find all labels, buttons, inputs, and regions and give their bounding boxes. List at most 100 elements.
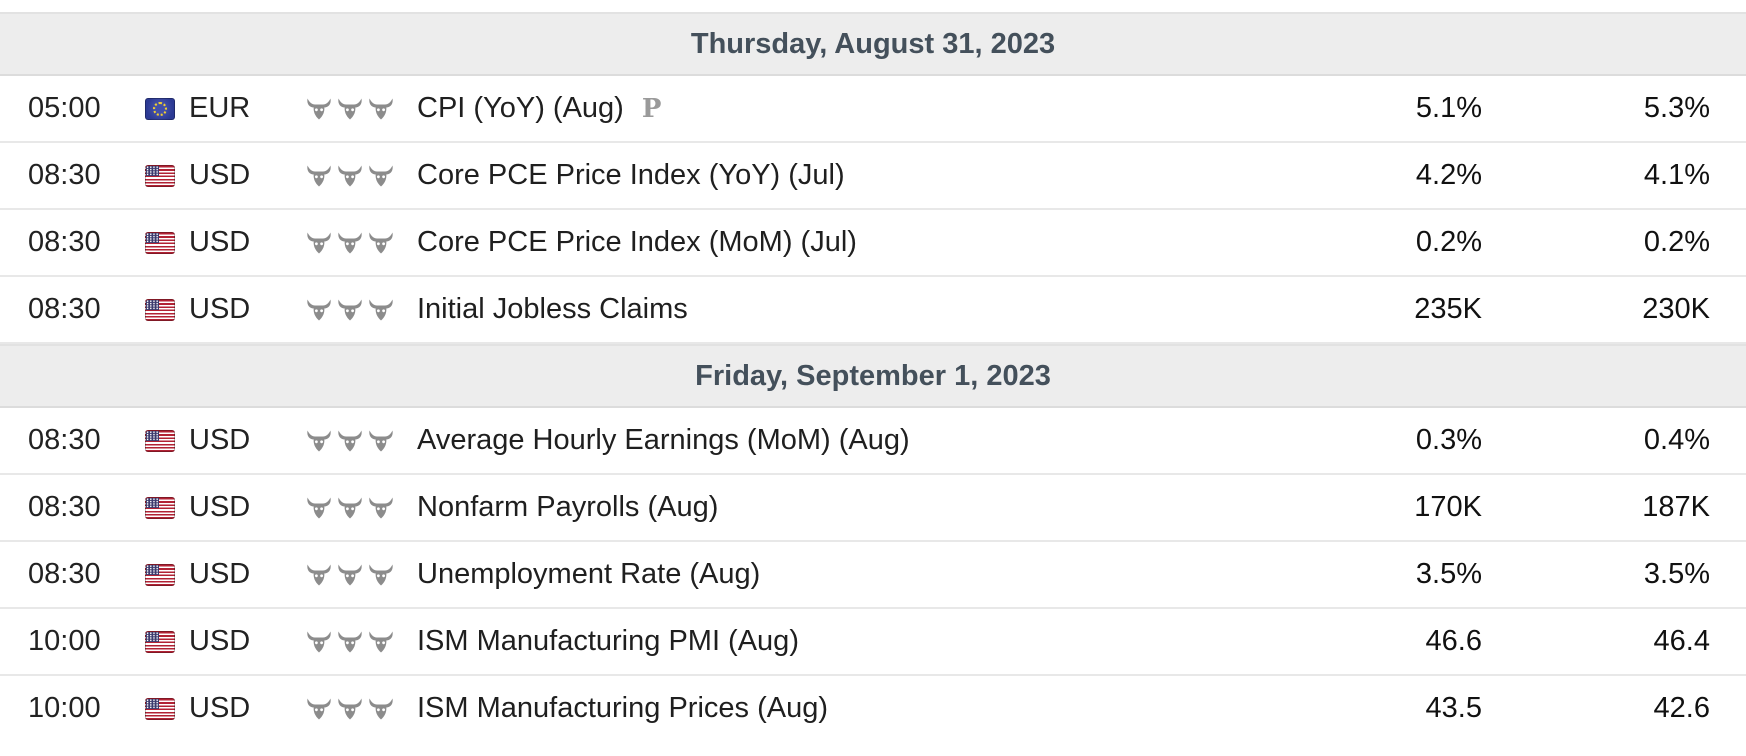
- us-flag-icon: [145, 697, 175, 720]
- event-time: 08:30: [28, 293, 101, 325]
- day-header: Thursday, August 31, 2023: [0, 12, 1746, 76]
- bull-icon: [338, 299, 362, 320]
- event-name-link[interactable]: Core PCE Price Index (YoY) (Jul): [417, 159, 845, 191]
- previous-value: 4.1%: [1643, 159, 1710, 191]
- bull-icon: [369, 165, 393, 186]
- currency-code: USD: [189, 424, 251, 456]
- bull-icon: [307, 698, 331, 719]
- event-time: 08:30: [28, 558, 101, 590]
- forecast-value: 235K: [1414, 293, 1482, 325]
- bull-icon: [338, 165, 362, 186]
- importance-rating: [305, 429, 417, 453]
- event-row[interactable]: 10:00 USD ISM Manufacturing PMI (Aug) 46…: [0, 609, 1746, 676]
- event-row[interactable]: 08:30 USD Unemployment Rate (Aug) 3.5% 3…: [0, 542, 1746, 609]
- importance-rating: [305, 563, 417, 587]
- us-flag-icon: [145, 429, 175, 452]
- currency-code: USD: [189, 692, 251, 724]
- bull-icon: [369, 631, 393, 652]
- bull-icon: [338, 564, 362, 585]
- bull-icon: [369, 698, 393, 719]
- forecast-value: 0.2%: [1415, 226, 1482, 258]
- event-name-link[interactable]: Initial Jobless Claims: [417, 293, 688, 325]
- event-row[interactable]: 10:00 USD ISM Manufacturing Prices (Aug)…: [0, 676, 1746, 741]
- bull-icon: [369, 430, 393, 451]
- bull-icon: [369, 497, 393, 518]
- event-time: 10:00: [28, 692, 101, 724]
- previous-value: 187K: [1642, 491, 1710, 523]
- bull-icon: [369, 564, 393, 585]
- previous-value: 3.5%: [1643, 558, 1710, 590]
- bull-icon: [338, 497, 362, 518]
- day-header-label: Friday, September 1, 2023: [695, 359, 1051, 392]
- event-name-link[interactable]: Core PCE Price Index (MoM) (Jul): [417, 226, 857, 258]
- event-row[interactable]: 05:00 EUR CPI (YoY) (Aug) P 5.1% 5.3%: [0, 76, 1746, 143]
- bull-icon: [307, 430, 331, 451]
- currency-cell: USD: [145, 692, 305, 725]
- importance-rating: [305, 164, 417, 188]
- day-header: Friday, September 1, 2023: [0, 344, 1746, 408]
- importance-rating: [305, 496, 417, 520]
- event-row[interactable]: 08:30 USD Nonfarm Payrolls (Aug) 170K 18…: [0, 475, 1746, 542]
- currency-cell: USD: [145, 293, 305, 326]
- event-row[interactable]: 08:30 USD Core PCE Price Index (MoM) (Ju…: [0, 210, 1746, 277]
- bull-icon: [338, 430, 362, 451]
- bull-icon: [338, 631, 362, 652]
- event-row[interactable]: 08:30 USD Core PCE Price Index (YoY) (Ju…: [0, 143, 1746, 210]
- day-header-label: Thursday, August 31, 2023: [690, 27, 1056, 60]
- currency-cell: USD: [145, 159, 305, 192]
- currency-cell: USD: [145, 424, 305, 457]
- currency-cell: USD: [145, 558, 305, 591]
- importance-rating: [305, 231, 417, 255]
- currency-cell: EUR: [145, 92, 305, 125]
- event-time: 05:00: [28, 92, 101, 124]
- bull-icon: [369, 232, 393, 253]
- forecast-value: 3.5%: [1415, 558, 1482, 590]
- currency-cell: USD: [145, 226, 305, 259]
- event-name-link[interactable]: ISM Manufacturing PMI (Aug): [417, 625, 799, 657]
- bull-icon: [307, 165, 331, 186]
- event-row[interactable]: 08:30 USD Initial Jobless Claims 235K 23…: [0, 277, 1746, 344]
- event-time: 10:00: [28, 625, 101, 657]
- event-name-link[interactable]: CPI (YoY) (Aug): [417, 92, 624, 124]
- us-flag-icon: [145, 164, 175, 187]
- us-flag-icon: [145, 298, 175, 321]
- event-time: 08:30: [28, 424, 101, 456]
- bull-icon: [338, 698, 362, 719]
- forecast-value: 0.3%: [1415, 424, 1482, 456]
- eu-flag-icon: [145, 97, 175, 120]
- currency-code: USD: [189, 625, 251, 657]
- currency-cell: USD: [145, 491, 305, 524]
- event-time: 08:30: [28, 491, 101, 523]
- bull-icon: [369, 299, 393, 320]
- event-name-link[interactable]: Average Hourly Earnings (MoM) (Aug): [417, 424, 910, 456]
- currency-code: USD: [189, 491, 251, 523]
- us-flag-icon: [145, 231, 175, 254]
- forecast-value: 43.5: [1425, 692, 1482, 724]
- bull-icon: [307, 232, 331, 253]
- currency-cell: USD: [145, 625, 305, 658]
- event-time: 08:30: [28, 159, 101, 191]
- currency-code: USD: [189, 159, 251, 191]
- event-name-link[interactable]: Nonfarm Payrolls (Aug): [417, 491, 719, 523]
- day-section: Friday, September 1, 2023 08:30 USD Aver…: [0, 344, 1746, 741]
- previous-value: 0.4%: [1643, 424, 1710, 456]
- us-flag-icon: [145, 563, 175, 586]
- event-name-link[interactable]: Unemployment Rate (Aug): [417, 558, 761, 590]
- importance-rating: [305, 630, 417, 654]
- importance-rating: [305, 97, 417, 121]
- bull-icon: [338, 98, 362, 119]
- forecast-value: 4.2%: [1415, 159, 1482, 191]
- forecast-value: 46.6: [1425, 625, 1482, 657]
- previous-value: 46.4: [1653, 625, 1710, 657]
- preliminary-icon: P: [641, 93, 662, 124]
- us-flag-icon: [145, 496, 175, 519]
- event-name-link[interactable]: ISM Manufacturing Prices (Aug): [417, 692, 828, 724]
- event-row[interactable]: 08:30 USD Average Hourly Earnings (MoM) …: [0, 408, 1746, 475]
- currency-code: USD: [189, 293, 251, 325]
- bull-icon: [307, 631, 331, 652]
- forecast-value: 5.1%: [1415, 92, 1482, 124]
- previous-value: 5.3%: [1643, 92, 1710, 124]
- bull-icon: [369, 98, 393, 119]
- day-section: Thursday, August 31, 2023 05:00 EUR CPI …: [0, 12, 1746, 344]
